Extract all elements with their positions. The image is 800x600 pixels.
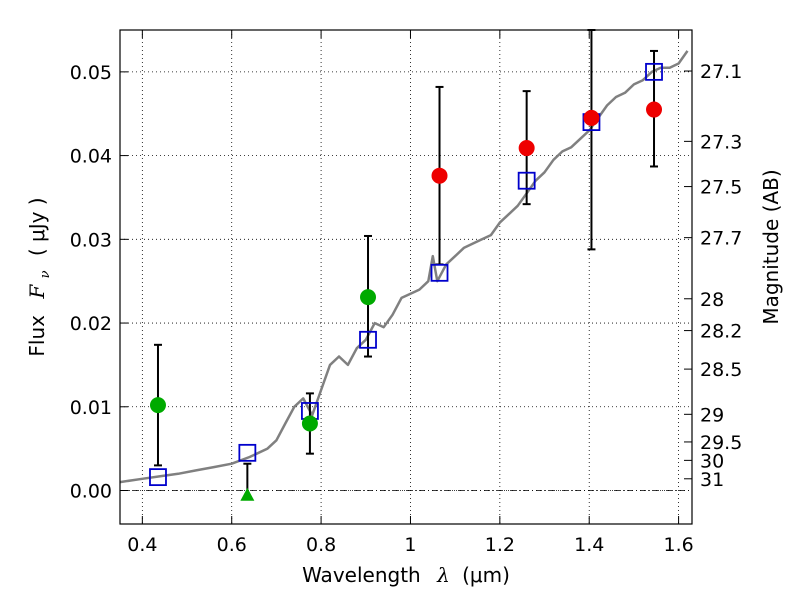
y-axis-label-subscript: ν xyxy=(38,270,53,278)
y2-tick-label-6: 28.5 xyxy=(700,359,742,381)
y-axis-label: Flux F ν ( μJy ) xyxy=(25,197,54,356)
y-tick-label-3: 0.03 xyxy=(70,229,112,251)
model-square-7 xyxy=(645,62,663,81)
red-point-3 xyxy=(646,101,663,118)
red-point-1 xyxy=(518,140,535,157)
y2-tick-label-3: 27.7 xyxy=(700,228,742,250)
y2-tick-label-4: 28 xyxy=(700,289,724,311)
grid-lines xyxy=(120,30,692,524)
upper-limit-markers xyxy=(240,487,255,501)
y-axis-label-unit: ( μJy ) xyxy=(25,197,49,256)
x-axis-label-text: Wavelength xyxy=(302,563,421,587)
x-tick-label-0: 0.4 xyxy=(127,534,157,556)
x-axis-ticks: 0.4 0.6 0.8 1 1.2 1.4 1.6 xyxy=(127,30,694,556)
x-axis-label: Wavelength λ (μm) xyxy=(302,563,510,587)
y-tick-label-4: 0.04 xyxy=(70,146,112,168)
y2-tick-label-10: 31 xyxy=(700,469,724,491)
green-point-2 xyxy=(360,289,377,306)
y-axis-label-text: Flux xyxy=(25,315,49,357)
y2-tick-label-0: 27.1 xyxy=(700,61,742,83)
error-bars xyxy=(153,29,659,495)
model-square-3 xyxy=(359,330,377,349)
y2-tick-label-9: 30 xyxy=(700,450,724,472)
x-tick-label-4: 1.2 xyxy=(485,534,515,556)
x-tick-label-1: 0.6 xyxy=(217,534,247,556)
red-point-0 xyxy=(431,167,448,184)
red-point-2 xyxy=(583,109,600,126)
sed-model-layer xyxy=(119,50,689,484)
plot-frame xyxy=(119,29,693,525)
y2-tick-label-2: 27.5 xyxy=(700,177,742,199)
y2-tick-label-5: 28.2 xyxy=(700,321,742,343)
sed-model-curve xyxy=(119,50,689,484)
y2-tick-label-8: 29.5 xyxy=(700,432,742,454)
upper-limit-triangle xyxy=(240,487,255,501)
y-axis-ticks: 0.00 0.01 0.02 0.03 0.04 0.05 xyxy=(70,62,128,503)
model-square-4 xyxy=(430,263,449,282)
observed-photometry-points xyxy=(149,101,663,432)
green-point-0 xyxy=(149,397,166,414)
x-tick-label-2: 0.8 xyxy=(306,534,336,556)
y-axis-label-symbol: F xyxy=(25,284,49,300)
y2-tick-label-1: 27.3 xyxy=(700,131,742,153)
green-point-1 xyxy=(301,415,318,432)
x-tick-label-5: 1.4 xyxy=(574,534,604,556)
model-square-0 xyxy=(149,468,167,487)
y-tick-label-1: 0.01 xyxy=(70,397,112,419)
y-tick-label-5: 0.05 xyxy=(70,62,112,84)
x-axis-label-unit: (μm) xyxy=(462,563,510,587)
model-square-5 xyxy=(517,171,536,190)
y-tick-label-0: 0.00 xyxy=(70,481,112,503)
model-square-1 xyxy=(238,443,257,462)
x-tick-label-6: 1.6 xyxy=(663,534,693,556)
y2-tick-label-7: 29 xyxy=(700,404,724,426)
x-tick-label-3: 1 xyxy=(404,534,416,556)
y-tick-label-2: 0.02 xyxy=(70,313,112,335)
x-axis-label-symbol: λ xyxy=(436,563,450,587)
y2-axis-label: Magnitude (AB) xyxy=(759,169,783,324)
model-photometry-squares xyxy=(149,62,663,487)
